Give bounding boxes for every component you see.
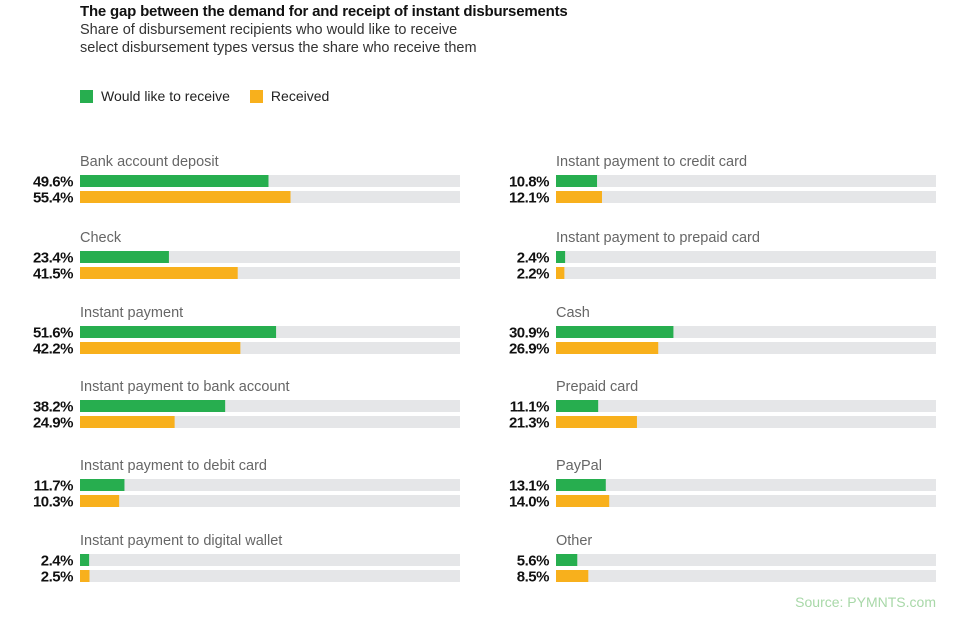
bar-would-like [556,251,566,263]
category-label: Instant payment to prepaid card [556,230,760,246]
bar-would-like [80,251,169,263]
data-label: 55.4% [33,190,73,207]
bar-would-like [80,479,125,491]
data-label: 26.9% [509,341,549,358]
bar-received [80,570,90,582]
category-label: Instant payment to debit card [80,458,267,474]
bar-track [80,251,460,263]
category-label: Instant payment to digital wallet [80,533,282,549]
legend-item-would-like: Would like to receive [80,88,230,104]
data-label: 24.9% [33,415,73,432]
bar-track [80,416,460,428]
category-label: Prepaid card [556,379,638,395]
data-label: 42.2% [33,341,73,358]
data-label: 10.8% [509,174,549,191]
bar-received [80,416,175,428]
data-label: 12.1% [509,190,549,207]
data-label: 14.0% [509,494,549,511]
data-label: 2.4% [517,250,549,267]
data-label: 23.4% [33,250,73,267]
bar-would-like [80,554,90,566]
bar-track [80,570,460,582]
bar-received [556,342,659,354]
data-label: 41.5% [33,266,73,283]
data-label: 11.7% [34,478,73,495]
data-label: 13.1% [509,478,549,495]
bar-track [80,495,460,507]
category-label: Other [556,533,592,549]
bar-track [556,570,936,582]
data-label: 2.2% [517,266,549,283]
legend-swatch-green [80,89,93,103]
bar-would-like [556,479,606,491]
legend-label: Would like to receive [101,88,230,104]
bar-received [556,495,610,507]
category-label: Instant payment to bank account [80,379,290,395]
bar-track [556,191,936,203]
bar-received [556,191,602,203]
data-label: 8.5% [517,569,549,586]
data-label: 49.6% [33,174,73,191]
bar-would-like [80,326,277,338]
legend: Would like to receive Received [80,88,349,104]
bar-received [80,267,238,279]
category-label: Instant payment [80,305,183,321]
category-label: PayPal [556,458,602,474]
bar-track [556,554,936,566]
bar-track [556,479,936,491]
data-label: 51.6% [33,325,73,342]
legend-label: Received [270,88,330,104]
bar-track [80,554,460,566]
bar-would-like [80,175,269,187]
bar-track [80,479,460,491]
data-label: 11.1% [510,399,549,416]
bar-track [556,267,936,279]
legend-swatch-orange [249,89,263,103]
subtitle-line-2: select disbursement types versus the sha… [80,40,477,56]
data-label: 2.5% [41,569,73,586]
bar-would-like [556,175,598,187]
bar-track [556,251,936,263]
bar-would-like [556,554,578,566]
data-label: 2.4% [41,553,73,570]
subtitle-line-1: Share of disbursement recipients who wou… [80,22,458,38]
bar-would-like [556,400,599,412]
category-label: Check [80,230,122,246]
bar-received [556,267,565,279]
bar-received [80,342,241,354]
bar-track [556,400,936,412]
bar-received [80,191,291,203]
data-label: 5.6% [517,553,549,570]
bar-received [80,495,120,507]
chart-subtitle: Share of disbursement recipients who wou… [80,21,600,57]
data-label: 38.2% [33,399,73,416]
bar-track [556,175,936,187]
category-label: Bank account deposit [80,154,219,170]
data-label: 30.9% [509,325,549,342]
data-label: 21.3% [509,415,549,432]
legend-item-received: Received [249,88,330,104]
bar-would-like [556,326,674,338]
bar-received [556,570,589,582]
chart-title: The gap between the demand for and recei… [80,3,568,20]
data-label: 10.3% [33,494,73,511]
bar-track [556,495,936,507]
category-label: Instant payment to credit card [556,154,747,170]
category-label: Cash [556,305,590,321]
bar-would-like [80,400,226,412]
bar-track [556,416,936,428]
source-note: Source: PYMNTS.com [795,594,936,610]
bar-received [556,416,637,428]
